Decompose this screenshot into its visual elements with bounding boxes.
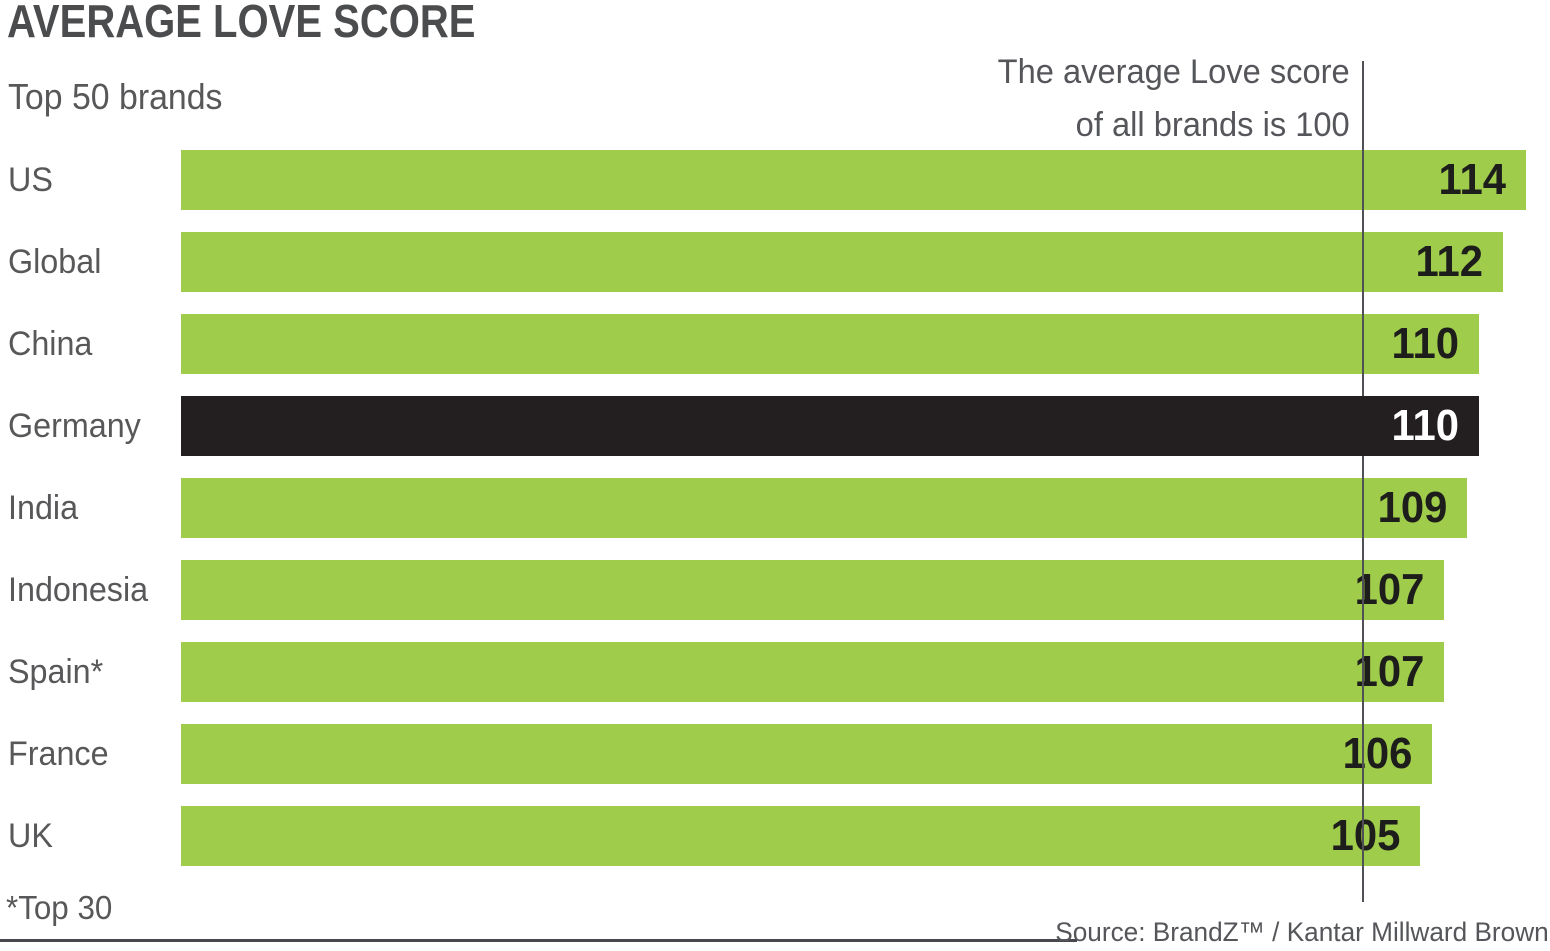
bar-value: 106 — [1342, 729, 1412, 778]
bar: 114 — [181, 150, 1526, 210]
bar-row: France 106 — [0, 724, 1550, 784]
bar-label: China — [8, 325, 93, 363]
chart-subtitle: Top 50 brands — [8, 76, 223, 117]
source-credit: Source: BrandZ™ / Kantar Millward Brown — [1055, 917, 1549, 947]
bar-label: Global — [8, 243, 102, 281]
bar: 107 — [181, 560, 1444, 620]
bar: 107 — [181, 642, 1444, 702]
bar-label: Germany — [8, 407, 141, 445]
bar-value: 105 — [1330, 811, 1400, 860]
bar-row: Indonesia 107 — [0, 560, 1550, 620]
bar-row: China 110 — [0, 314, 1550, 374]
reference-annotation-line1: The average Love score — [997, 53, 1350, 91]
bar: 106 — [181, 724, 1432, 784]
bar-value: 110 — [1391, 401, 1459, 450]
bar-label: US — [8, 161, 53, 199]
bar-row: Spain* 107 — [0, 642, 1550, 702]
bar-label: Indonesia — [8, 571, 149, 609]
chart-title: AVERAGE LOVE SCORE — [7, 0, 476, 47]
reference-line-100 — [1362, 61, 1364, 902]
bar-value: 110 — [1391, 319, 1459, 368]
bar-row: India 109 — [0, 478, 1550, 538]
bar-row: UK 105 — [0, 806, 1550, 866]
bar-value: 114 — [1438, 155, 1506, 204]
bar-highlighted: 110 — [181, 396, 1479, 456]
bar-value: 109 — [1377, 483, 1447, 532]
bar-row: Global 112 — [0, 232, 1550, 292]
bar-row: Germany 110 — [0, 396, 1550, 456]
bar: 112 — [181, 232, 1503, 292]
bar-value: 112 — [1415, 237, 1483, 286]
reference-annotation: The average Love score of all brands is … — [998, 46, 1350, 152]
bar: 110 — [181, 314, 1479, 374]
bar-row: US 114 — [0, 150, 1550, 210]
bar-label: UK — [8, 817, 53, 855]
bar-label: India — [8, 489, 79, 527]
bottom-rule — [0, 939, 1077, 942]
bar: 105 — [181, 806, 1420, 866]
footnote: *Top 30 — [6, 889, 113, 926]
bar-value: 107 — [1354, 647, 1424, 696]
reference-annotation-line2: of all brands is 100 — [1076, 106, 1350, 144]
bar-label: Spain* — [8, 653, 104, 691]
bar-label: France — [8, 735, 109, 773]
bar-value: 107 — [1354, 565, 1424, 614]
bar: 109 — [181, 478, 1467, 538]
